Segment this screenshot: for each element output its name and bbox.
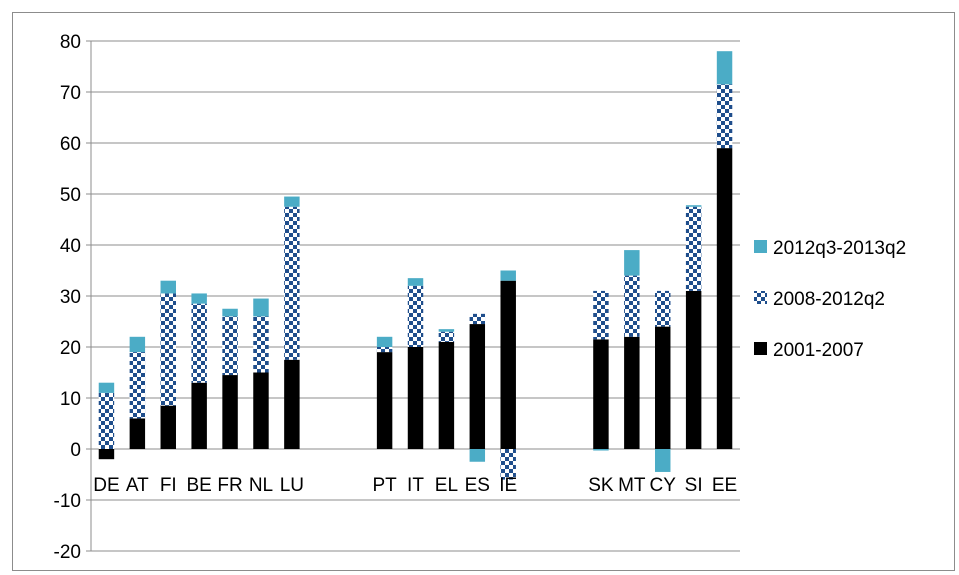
y-tick-label: 60 bbox=[60, 134, 81, 155]
legend-label: 2008-2012q2 bbox=[773, 289, 885, 310]
x-category-label: EE bbox=[712, 475, 737, 496]
x-category-label: DE bbox=[93, 475, 119, 496]
stacked-bar-chart: -20 -10 0 10 20 30 40 50 60 70 80 DE AT FI BE FR NL LU PT I… bbox=[54, 32, 907, 563]
bar-segment bbox=[129, 352, 146, 419]
legend-swatch bbox=[754, 342, 767, 355]
legend: 2012q3-2013q2 2008-2012q2 2001-2007 bbox=[754, 238, 906, 361]
y-tick-label: 70 bbox=[60, 83, 81, 104]
bar-segment bbox=[98, 392, 115, 449]
x-category-label: NL bbox=[249, 475, 273, 496]
bar-segment bbox=[624, 250, 640, 276]
legend-swatch bbox=[754, 240, 767, 253]
bar-segment bbox=[222, 316, 238, 376]
legend-label: 2012q3-2013q2 bbox=[773, 238, 906, 259]
legend-swatch bbox=[754, 291, 767, 304]
x-category-label: CY bbox=[650, 475, 677, 496]
bar-segment bbox=[160, 293, 176, 406]
bar-segment bbox=[469, 324, 486, 449]
bar-segment bbox=[376, 336, 393, 347]
y-tick-label: 40 bbox=[60, 236, 81, 257]
bar-segment bbox=[469, 313, 486, 325]
x-category-label: SI bbox=[685, 475, 703, 496]
x-category-label: PT bbox=[372, 475, 397, 496]
bar-segment bbox=[438, 331, 455, 342]
y-tick-label: -10 bbox=[54, 491, 81, 512]
bar-segment bbox=[469, 449, 486, 462]
bar-segment bbox=[253, 298, 269, 317]
bar-segment bbox=[685, 290, 702, 449]
y-tick-label: 80 bbox=[60, 32, 81, 53]
bar-segment bbox=[716, 148, 733, 449]
chart-area: -20 -10 0 10 20 30 40 50 60 70 80 DE AT FI BE FR NL LU PT I… bbox=[12, 12, 955, 571]
bar-segment bbox=[685, 205, 702, 207]
bar-segment bbox=[222, 308, 238, 317]
bar-segment bbox=[500, 449, 516, 480]
y-tick-label: -20 bbox=[54, 542, 81, 563]
bar-segment bbox=[160, 280, 176, 294]
y-tick-label: 0 bbox=[70, 440, 81, 461]
bar-segment bbox=[655, 290, 671, 327]
x-category-label: EL bbox=[435, 475, 458, 496]
bar-segment bbox=[593, 290, 609, 340]
axes bbox=[86, 40, 92, 552]
x-category-label: FI bbox=[160, 475, 177, 496]
bar-segment bbox=[253, 316, 269, 373]
bar-segment bbox=[624, 275, 640, 337]
y-tick-label: 30 bbox=[60, 287, 81, 308]
bar-segment bbox=[376, 352, 393, 449]
x-category-label: AT bbox=[126, 475, 149, 496]
bar-segment bbox=[500, 270, 516, 281]
bar-segment bbox=[500, 280, 516, 449]
x-category-label: FR bbox=[217, 475, 242, 496]
bar-segment bbox=[685, 206, 702, 291]
bar-segment bbox=[191, 303, 207, 383]
x-category-label: IT bbox=[407, 475, 424, 496]
x-category-label: MT bbox=[618, 475, 646, 496]
bar-segment bbox=[624, 336, 640, 449]
y-tick-label: 10 bbox=[60, 389, 81, 410]
x-category-label: BE bbox=[186, 475, 211, 496]
tick-labels: -20 -10 0 10 20 30 40 50 60 70 80 DE AT FI BE FR NL LU PT I… bbox=[54, 32, 738, 563]
bar-segment bbox=[284, 359, 300, 449]
bar-segment bbox=[438, 329, 455, 332]
x-category-label: IE bbox=[499, 475, 517, 496]
bar-segment bbox=[655, 326, 671, 449]
bar-segment bbox=[98, 449, 115, 460]
bar-segment bbox=[407, 278, 424, 286]
bar-segment bbox=[407, 347, 424, 449]
x-category-label: SK bbox=[588, 475, 614, 496]
bar-segment bbox=[407, 285, 424, 347]
bar-segment bbox=[191, 382, 207, 449]
bar-segment bbox=[191, 293, 207, 304]
bar-segment bbox=[593, 339, 609, 449]
bar-segment bbox=[376, 347, 393, 353]
bars bbox=[98, 51, 733, 480]
x-category-label: ES bbox=[465, 475, 490, 496]
bar-segment bbox=[160, 405, 176, 449]
y-tick-label: 20 bbox=[60, 338, 81, 359]
bar-segment bbox=[593, 449, 609, 451]
bar-segment bbox=[284, 206, 300, 360]
bar-segment bbox=[98, 382, 115, 393]
bar-segment bbox=[253, 372, 269, 449]
x-category-label: LU bbox=[280, 475, 304, 496]
bar-segment bbox=[716, 84, 733, 149]
bar-segment bbox=[129, 336, 146, 353]
bar-segment bbox=[655, 449, 671, 472]
y-tick-label: 50 bbox=[60, 185, 81, 206]
bar-segment bbox=[129, 418, 146, 449]
legend-label: 2001-2007 bbox=[773, 340, 864, 361]
bar-segment bbox=[716, 51, 733, 85]
bar-segment bbox=[438, 341, 455, 449]
bar-segment bbox=[284, 196, 300, 207]
bar-segment bbox=[222, 375, 238, 449]
